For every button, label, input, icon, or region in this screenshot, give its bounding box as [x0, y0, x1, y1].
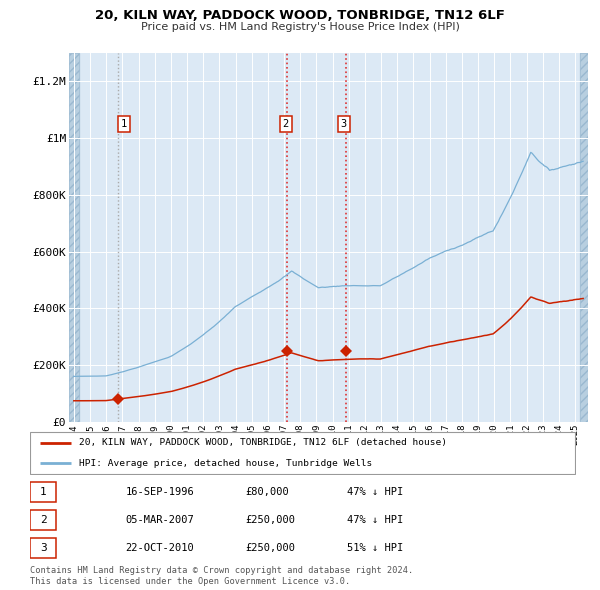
- Text: HPI: Average price, detached house, Tunbridge Wells: HPI: Average price, detached house, Tunb…: [79, 458, 373, 467]
- FancyBboxPatch shape: [30, 482, 56, 502]
- Text: Price paid vs. HM Land Registry's House Price Index (HPI): Price paid vs. HM Land Registry's House …: [140, 22, 460, 32]
- Text: 05-MAR-2007: 05-MAR-2007: [125, 515, 194, 525]
- Text: This data is licensed under the Open Government Licence v3.0.: This data is licensed under the Open Gov…: [30, 577, 350, 586]
- FancyBboxPatch shape: [30, 432, 575, 474]
- Text: 22-OCT-2010: 22-OCT-2010: [125, 543, 194, 553]
- Text: £80,000: £80,000: [245, 487, 289, 497]
- Text: 2: 2: [283, 119, 289, 129]
- Text: 1: 1: [121, 119, 127, 129]
- Text: £250,000: £250,000: [245, 515, 296, 525]
- Text: £250,000: £250,000: [245, 543, 296, 553]
- Text: 2: 2: [40, 515, 46, 525]
- Text: 20, KILN WAY, PADDOCK WOOD, TONBRIDGE, TN12 6LF: 20, KILN WAY, PADDOCK WOOD, TONBRIDGE, T…: [95, 9, 505, 22]
- FancyBboxPatch shape: [30, 510, 56, 530]
- Text: Contains HM Land Registry data © Crown copyright and database right 2024.: Contains HM Land Registry data © Crown c…: [30, 566, 413, 575]
- Text: 3: 3: [40, 543, 46, 553]
- FancyBboxPatch shape: [30, 537, 56, 558]
- Bar: [580, 53, 588, 422]
- Text: 1: 1: [40, 487, 46, 497]
- Bar: [69, 53, 79, 422]
- Text: 51% ↓ HPI: 51% ↓ HPI: [347, 543, 403, 553]
- Bar: [69, 53, 79, 422]
- Text: 16-SEP-1996: 16-SEP-1996: [125, 487, 194, 497]
- Text: 20, KILN WAY, PADDOCK WOOD, TONBRIDGE, TN12 6LF (detached house): 20, KILN WAY, PADDOCK WOOD, TONBRIDGE, T…: [79, 438, 447, 447]
- Text: 47% ↓ HPI: 47% ↓ HPI: [347, 487, 403, 497]
- Text: 3: 3: [341, 119, 347, 129]
- Bar: [580, 53, 588, 422]
- Text: 47% ↓ HPI: 47% ↓ HPI: [347, 515, 403, 525]
